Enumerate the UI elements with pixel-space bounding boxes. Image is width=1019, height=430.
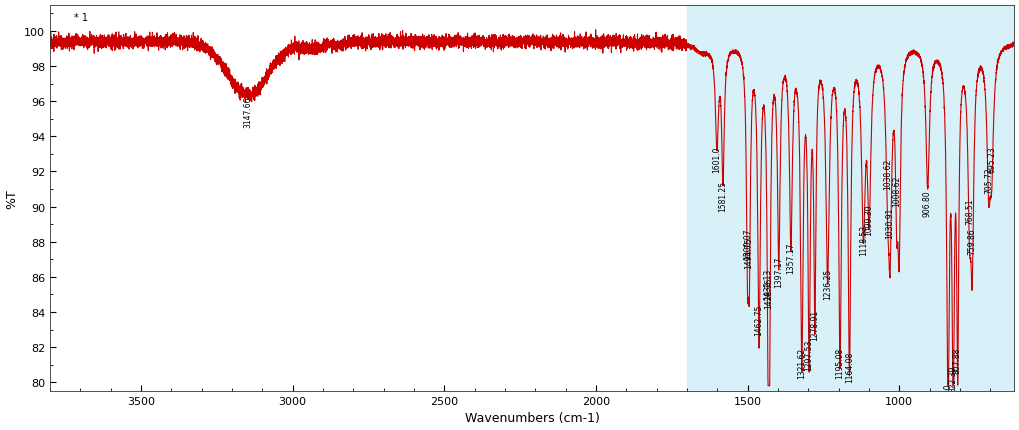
Text: 1601.0: 1601.0 bbox=[711, 146, 720, 172]
Text: 1164.08: 1164.08 bbox=[844, 351, 853, 382]
Text: 807.88: 807.88 bbox=[952, 347, 961, 374]
Text: 1462.75: 1462.75 bbox=[754, 304, 762, 335]
Text: 1236.25: 1236.25 bbox=[822, 268, 832, 300]
Text: 1397.17: 1397.17 bbox=[773, 256, 783, 288]
Text: 1099.30: 1099.30 bbox=[864, 203, 872, 235]
Text: 1428.76: 1428.76 bbox=[764, 277, 772, 308]
Text: 1008.62: 1008.62 bbox=[892, 175, 900, 207]
Text: 1321.62: 1321.62 bbox=[797, 347, 805, 378]
Text: 1297.53: 1297.53 bbox=[804, 338, 813, 370]
Text: 1500.07: 1500.07 bbox=[742, 228, 751, 260]
Text: 906.80: 906.80 bbox=[922, 190, 931, 216]
Text: 1118.53: 1118.53 bbox=[858, 224, 867, 256]
Text: 1357.17: 1357.17 bbox=[786, 242, 795, 273]
Y-axis label: %T: %T bbox=[5, 188, 18, 208]
Text: 768.51: 768.51 bbox=[964, 198, 973, 225]
Bar bbox=[686, 6, 1014, 391]
Text: 3147.66: 3147.66 bbox=[244, 97, 252, 128]
Text: 705.72: 705.72 bbox=[983, 167, 991, 194]
Text: * 1: * 1 bbox=[74, 13, 89, 23]
Text: 1195.08: 1195.08 bbox=[835, 347, 844, 378]
X-axis label: Wavenumbers (cm-1): Wavenumbers (cm-1) bbox=[465, 412, 599, 424]
Text: 695.23: 695.23 bbox=[986, 146, 996, 172]
Text: 839.00: 839.00 bbox=[943, 382, 952, 409]
Text: 1581.25: 1581.25 bbox=[717, 181, 727, 212]
Text: 759.86: 759.86 bbox=[967, 228, 975, 255]
Text: 1038.62: 1038.62 bbox=[882, 158, 891, 189]
Text: 1432.13: 1432.13 bbox=[763, 268, 771, 300]
Text: 1278.91: 1278.91 bbox=[809, 309, 818, 340]
Text: 1030.91: 1030.91 bbox=[884, 207, 894, 238]
Text: 1494.75: 1494.75 bbox=[744, 237, 753, 268]
Text: 822.39: 822.39 bbox=[948, 365, 957, 391]
